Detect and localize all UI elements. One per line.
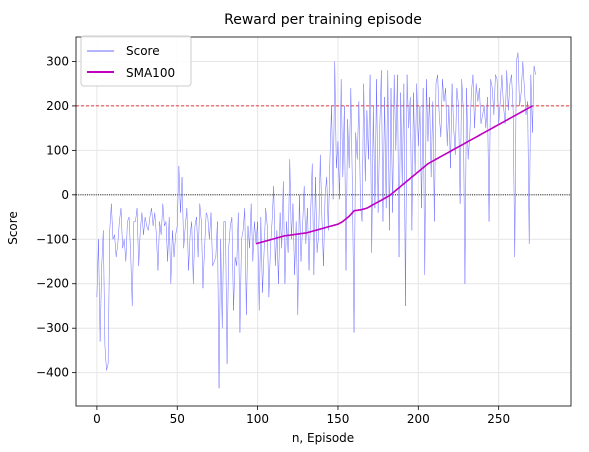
y-tick-label: −300 <box>36 321 69 335</box>
y-tick-label: 0 <box>61 188 69 202</box>
data-series <box>96 52 536 389</box>
x-tick-label: 100 <box>246 412 269 426</box>
score-series-line <box>96 52 536 389</box>
y-tick-label: −400 <box>36 366 69 380</box>
y-tick-label: −200 <box>36 277 69 291</box>
reference-lines <box>76 105 571 196</box>
x-ticks: 0 50 100 150 200 250 <box>93 406 510 426</box>
x-tick-label: 200 <box>407 412 430 426</box>
x-tick-label: 150 <box>327 412 350 426</box>
y-axis-label: Score <box>6 211 20 245</box>
x-tick-label: 50 <box>170 412 185 426</box>
legend-box <box>80 35 192 87</box>
legend-label-score: Score <box>126 44 160 58</box>
chart-title: Reward per training episode <box>224 12 422 28</box>
y-tick-label: 100 <box>46 143 69 157</box>
sma100-series-line <box>255 105 533 245</box>
y-tick-label: −100 <box>36 232 69 246</box>
legend: Score SMA100 <box>80 35 192 87</box>
y-tick-label: 300 <box>46 54 69 68</box>
legend-label-sma100: SMA100 <box>126 66 175 80</box>
plot-frame <box>75 36 572 407</box>
x-tick-label: 250 <box>487 412 510 426</box>
x-tick-label: 0 <box>93 412 101 426</box>
x-axis-label: n, Episode <box>292 431 354 445</box>
y-ticks: −400 −300 −200 −100 0 100 200 300 <box>36 54 76 380</box>
y-tick-label: 200 <box>46 99 69 113</box>
